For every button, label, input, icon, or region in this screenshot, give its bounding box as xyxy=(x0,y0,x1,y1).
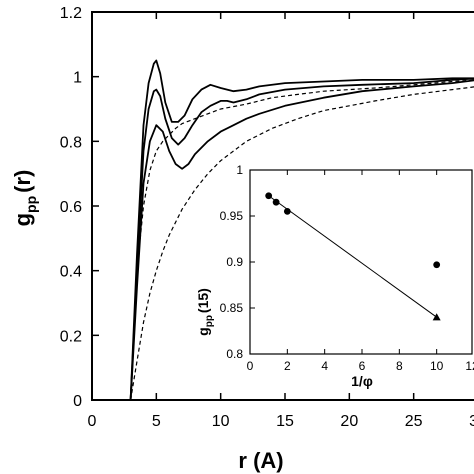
inset-fit-line xyxy=(268,195,437,318)
inset-background xyxy=(250,170,474,354)
main-y-tick-label: 0.6 xyxy=(60,199,82,216)
main-y-tick-label: 1.2 xyxy=(60,5,82,22)
inset-y-tick-label: 1 xyxy=(236,163,243,177)
inset-x-tick-label: 2 xyxy=(284,359,291,373)
main-y-axis-label-main: g xyxy=(10,213,35,226)
main-x-axis-label: r (A) xyxy=(238,448,283,473)
main-y-tick-label: 0 xyxy=(73,393,82,410)
main-series-line-5 xyxy=(130,86,474,401)
inset-y-tick-label: 0.95 xyxy=(220,209,244,223)
main-plot: 05101520253000.20.40.60.811.2 r (A) gpp(… xyxy=(10,5,474,473)
inset-marks-group xyxy=(265,192,441,321)
inset-ticks xyxy=(249,169,473,355)
inset-x-tick-label: 12 xyxy=(465,359,474,373)
main-y-axis-label: gpp (r) xyxy=(10,170,39,227)
main-series-line-1 xyxy=(129,59,474,401)
inset-point-circle xyxy=(433,261,441,269)
main-y-tick-label: 0.2 xyxy=(60,328,82,345)
inset-point-triangle xyxy=(432,313,441,321)
main-x-tick-label: 10 xyxy=(212,413,230,430)
inset-x-tick-label: 8 xyxy=(396,359,403,373)
inset-x-tick-label: 10 xyxy=(430,359,444,373)
inset-x-tick-label: 0 xyxy=(247,359,254,373)
main-x-tick-label: 25 xyxy=(405,413,423,430)
inset-y-axis-label-sub: pp xyxy=(204,315,215,327)
main-x-tick-label: 5 xyxy=(152,413,161,430)
main-y-tick-label: 1 xyxy=(73,70,82,87)
inset-y-axis-label: gpp (15) xyxy=(195,288,215,336)
inset-x-tick-label: 4 xyxy=(321,359,328,373)
inset-point-circle xyxy=(283,208,291,215)
inset-plot: 0 2 4 6 8 10 12 0.8 0.85 0.9 0.95 1 1/φ gpp (15) xyxy=(195,163,474,389)
main-x-tick-label: 15 xyxy=(276,413,294,430)
inset-point-circle xyxy=(265,192,273,200)
inset-x-axis-label: 1/φ xyxy=(351,373,373,389)
main-x-tick-label: 20 xyxy=(340,413,358,430)
main-series-line-3 xyxy=(129,79,474,401)
inset-y-axis-label-main: g xyxy=(195,327,211,336)
main-series-line-4 xyxy=(130,79,474,401)
main-y-axis-label-suffix: (r) xyxy=(10,170,35,193)
main-x-tick-label: 0 xyxy=(88,413,97,430)
inset-x-tick-label: 6 xyxy=(359,359,366,373)
inset-tick-labels: 0 2 4 6 8 10 12 0.8 0.85 0.9 0.95 1 xyxy=(220,163,474,373)
main-series-line-2 xyxy=(129,77,474,401)
main-ticks xyxy=(91,11,415,401)
main-tick-labels: 05101520253000.20.40.60.811.2 xyxy=(60,5,474,430)
main-x-tick-label: 30 xyxy=(469,413,474,430)
main-series-group xyxy=(129,59,474,401)
inset-point-circle xyxy=(272,198,280,206)
inset-y-axis-label-suffix: (15) xyxy=(195,288,211,313)
main-y-tick-label: 0.8 xyxy=(60,134,82,151)
main-y-tick-label: 0.4 xyxy=(60,264,82,281)
main-y-axis-label-sub: pp xyxy=(23,196,39,213)
inset-y-tick-label: 0.8 xyxy=(226,347,243,361)
inset-y-tick-label: 0.9 xyxy=(226,255,243,269)
inset-y-tick-label: 0.85 xyxy=(220,301,244,315)
